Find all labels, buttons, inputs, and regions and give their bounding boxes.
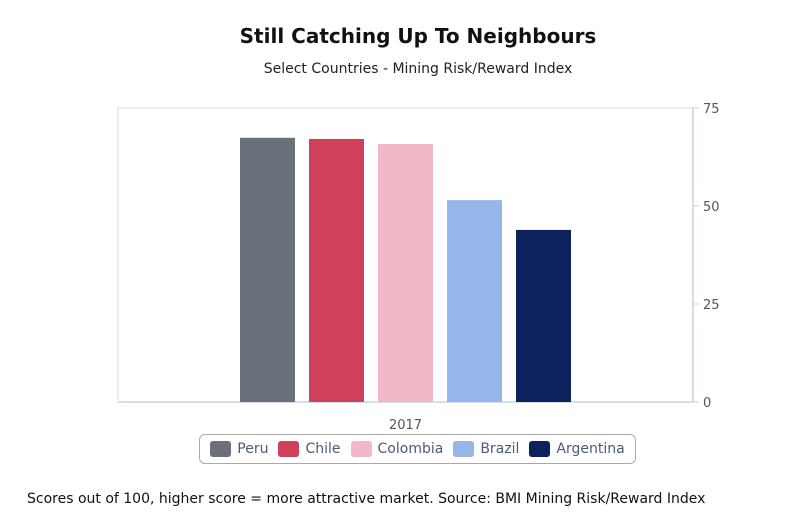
legend-swatch: [210, 441, 232, 457]
legend-item-argentina[interactable]: Argentina: [529, 441, 625, 457]
x-tick-label: 2017: [389, 418, 422, 433]
legend-label: Peru: [237, 441, 269, 457]
legend-label: Brazil: [480, 441, 520, 457]
legend-swatch: [453, 441, 475, 457]
bar-argentina: [516, 229, 571, 402]
bar-peru: [240, 137, 295, 403]
legend-label: Chile: [305, 441, 341, 457]
legend-item-chile[interactable]: Chile: [278, 441, 341, 457]
legend-swatch: [350, 441, 372, 457]
y-tick-label: 25: [703, 298, 720, 313]
legend-swatch: [529, 441, 551, 457]
bar-colombia: [378, 144, 433, 402]
legend-label: Colombia: [377, 441, 444, 457]
chart-subtitle: Select Countries - Mining Risk/Reward In…: [263, 61, 573, 77]
legend-label: Argentina: [556, 441, 625, 457]
legend-swatch: [278, 441, 300, 457]
legend-item-brazil[interactable]: Brazil: [453, 441, 519, 457]
legend-item-peru[interactable]: Peru: [210, 441, 268, 457]
y-tick-label: 0: [703, 396, 711, 411]
footnote: Scores out of 100, higher score = more a…: [27, 491, 706, 507]
legend-item-colombia[interactable]: Colombia: [350, 441, 444, 457]
bar-brazil: [447, 200, 502, 402]
chart-title: Still Catching Up To Neighbours: [239, 24, 597, 48]
legend: Peru Chile Colombia Brazil Argentina: [199, 434, 636, 464]
bar-chile: [309, 138, 364, 402]
y-tick-label: 50: [703, 200, 720, 215]
y-tick-label: 75: [703, 102, 720, 117]
